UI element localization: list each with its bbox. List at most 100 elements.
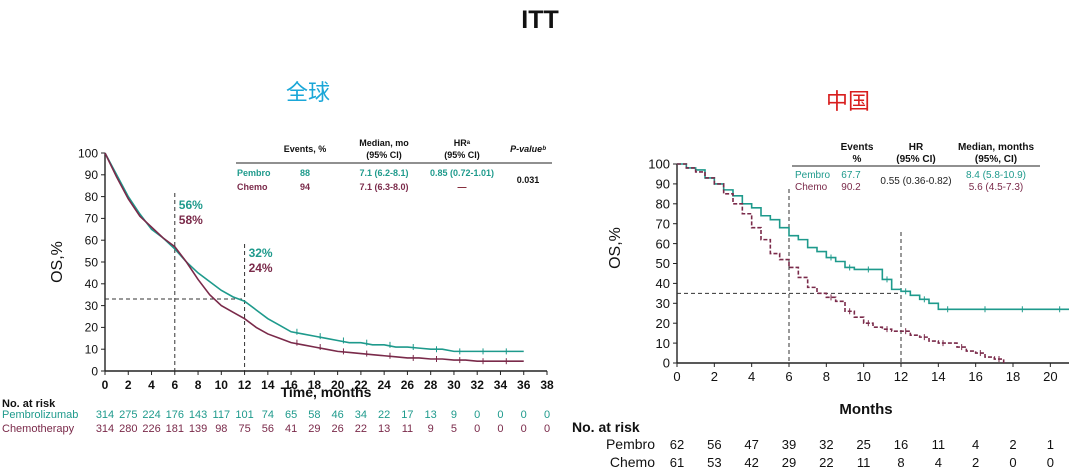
legend-events: 90.2 <box>841 182 861 193</box>
landmark-label-pembro: 56% <box>179 198 203 212</box>
x-tick-label: 14 <box>261 378 275 392</box>
risk-value: 34 <box>355 409 367 421</box>
risk-value: 0 <box>1009 455 1016 470</box>
y-tick-label: 10 <box>656 336 670 351</box>
risk-row-label: Pembrolizumab <box>2 409 78 421</box>
risk-value: 65 <box>285 409 297 421</box>
x-tick-label: 30 <box>447 378 461 392</box>
risk-value: 47 <box>744 437 758 452</box>
y-tick-label: 30 <box>656 296 670 311</box>
legend-header: (95% CI) <box>444 150 480 160</box>
risk-value: 2 <box>1009 437 1016 452</box>
risk-value: 41 <box>285 423 297 435</box>
risk-value: 0 <box>544 409 550 421</box>
risk-value: 0 <box>521 423 527 435</box>
risk-value: 22 <box>819 455 833 470</box>
y-tick-label: 90 <box>656 177 670 192</box>
risk-value: 11 <box>402 423 413 435</box>
legend-events: 67.7 <box>841 170 861 181</box>
risk-value: 13 <box>425 409 437 421</box>
risk-value: 9 <box>428 423 434 435</box>
legend-header: % <box>853 154 862 165</box>
y-tick-label: 20 <box>656 316 670 331</box>
x-tick-label: 10 <box>215 378 229 392</box>
risk-value: 143 <box>189 409 207 421</box>
risk-value: 53 <box>707 455 721 470</box>
risk-value: 56 <box>262 423 274 435</box>
risk-value: 0 <box>521 409 527 421</box>
y-axis-label: OS,% <box>607 227 624 269</box>
risk-value: 11 <box>932 437 946 452</box>
y-tick-label: 100 <box>648 157 670 172</box>
region-title-global: 全球 <box>286 81 331 106</box>
legend-header: (95%, CI) <box>975 154 1017 165</box>
x-tick-label: 36 <box>517 378 531 392</box>
legend-median: 8.4 (5.8-10.9) <box>966 170 1026 181</box>
risk-value: 0 <box>497 409 503 421</box>
x-tick-label: 8 <box>823 369 830 384</box>
legend-header: HR <box>909 142 924 153</box>
risk-value: 25 <box>856 437 870 452</box>
risk-value: 42 <box>744 455 758 470</box>
y-tick-label: 40 <box>656 276 670 291</box>
risk-value: 22 <box>355 423 367 435</box>
x-tick-label: 2 <box>711 369 718 384</box>
risk-row-label: Chemo <box>610 454 655 470</box>
x-tick-label: 2 <box>125 378 132 392</box>
risk-value: 275 <box>119 409 137 421</box>
y-tick-label: 90 <box>85 168 99 182</box>
x-tick-label: 4 <box>148 378 155 392</box>
risk-value: 280 <box>119 423 137 435</box>
risk-value: 16 <box>894 437 908 452</box>
risk-value: 224 <box>142 409 160 421</box>
y-tick-label: 60 <box>656 236 670 251</box>
legend-header: HRᵃ <box>454 138 471 148</box>
survival-curve-chemotherapy <box>104 152 524 362</box>
y-tick-label: 50 <box>656 256 670 271</box>
y-axis-label: OS,% <box>49 241 66 283</box>
risk-value: 26 <box>332 423 344 435</box>
x-tick-label: 6 <box>785 369 792 384</box>
x-tick-label: 12 <box>238 378 252 392</box>
risk-value: 4 <box>935 455 942 470</box>
risk-value: 62 <box>670 437 684 452</box>
risk-value: 226 <box>142 423 160 435</box>
x-tick-label: 34 <box>494 378 508 392</box>
survival-curve-pembrolizumab <box>104 152 524 353</box>
x-tick-label: 14 <box>931 369 945 384</box>
y-tick-label: 80 <box>656 196 670 211</box>
landmark-label-chemo: 58% <box>179 213 203 227</box>
risk-value: 39 <box>782 437 796 452</box>
y-tick-label: 30 <box>85 299 99 313</box>
risk-value: 13 <box>378 423 390 435</box>
survival-curve-pembro <box>677 163 1069 311</box>
risk-value: 61 <box>670 455 684 470</box>
x-axis-label: Time, months <box>281 384 372 400</box>
x-tick-label: 28 <box>424 378 438 392</box>
x-tick-label: 18 <box>308 378 322 392</box>
legend-header: Median, mo <box>359 138 409 148</box>
y-tick-label: 80 <box>85 190 99 204</box>
region-title-china: 中国 <box>826 90 871 115</box>
legend-row-label: Pembro <box>237 168 271 178</box>
risk-value: 101 <box>235 409 253 421</box>
x-tick-label: 4 <box>748 369 755 384</box>
x-tick-label: 20 <box>1043 369 1057 384</box>
y-tick-label: 100 <box>78 146 98 160</box>
risk-value: 314 <box>96 409 114 421</box>
y-tick-label: 20 <box>85 321 99 335</box>
legend-header: Events <box>841 142 874 153</box>
legend-hr: 0.55 (0.36-0.82) <box>880 176 951 187</box>
landmark-label-chemo: 24% <box>249 261 273 275</box>
legend-header: Median, months <box>958 142 1035 153</box>
risk-value: 8 <box>897 455 904 470</box>
x-tick-label: 16 <box>968 369 982 384</box>
legend-p-value: 0.031 <box>517 175 540 185</box>
risk-value: 11 <box>857 455 871 470</box>
risk-value: 117 <box>213 409 231 421</box>
risk-value: 29 <box>308 423 320 435</box>
legend-header: (95% CI) <box>896 154 935 165</box>
legend-hr: 0.85 (0.72-1.01) <box>430 168 494 178</box>
